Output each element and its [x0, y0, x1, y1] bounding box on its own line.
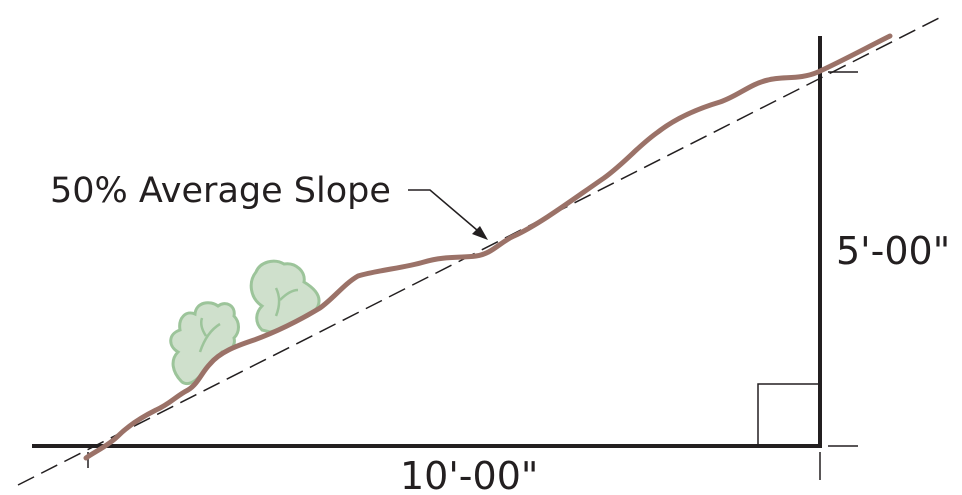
slope-label: 50% Average Slope	[50, 171, 391, 211]
average-slope-line	[17, 14, 946, 486]
run-dimension-label: 10'-00"	[400, 454, 538, 495]
rise-dimension-label: 5'-00"	[836, 229, 950, 273]
slope-label-leader	[408, 189, 485, 237]
slope-label-arrowhead	[472, 226, 488, 240]
ground-profile	[83, 33, 893, 461]
shrub-icon	[169, 259, 321, 386]
shrub-right-branch	[274, 287, 299, 317]
shrub-left-branch	[198, 317, 221, 353]
right-angle-marker	[757, 383, 820, 446]
